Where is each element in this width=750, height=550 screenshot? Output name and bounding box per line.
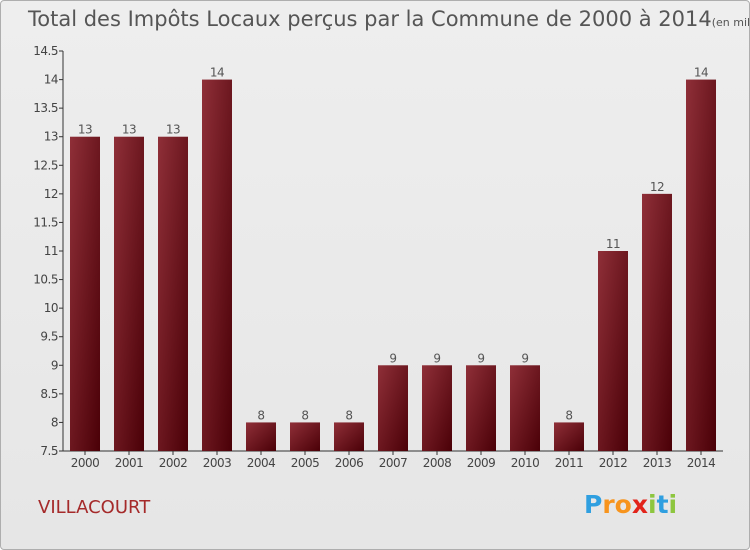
- x-tick-label: 2008: [423, 456, 452, 470]
- data-label: 14: [694, 66, 708, 80]
- logo-letter: i: [668, 490, 678, 519]
- x-tick-label: 2004: [247, 456, 276, 470]
- y-tick-label: 13.5: [33, 101, 58, 115]
- bar: [642, 193, 672, 451]
- y-tick-label: 12.5: [33, 158, 58, 172]
- data-label: 8: [257, 408, 264, 422]
- bar: [202, 79, 232, 452]
- x-tick-label: 2011: [555, 456, 584, 470]
- data-label: 9: [433, 351, 440, 365]
- x-tick-label: 2014: [687, 456, 716, 470]
- logo-letter: P: [584, 490, 603, 519]
- x-tick-label: 2001: [115, 456, 144, 470]
- chart-title: Total des Impôts Locaux perçus par la Co…: [28, 7, 750, 31]
- y-tick-label: 7.5: [40, 444, 58, 458]
- chart-labels: 2000 13 2001 13 2002 13 2003 14 2004 8 2005 8 2006 8 2…: [71, 66, 716, 470]
- chart-title-main: Total des Impôts Locaux perçus par la Co…: [28, 7, 712, 31]
- logo-letter: o: [614, 490, 632, 519]
- data-label: 8: [345, 408, 352, 422]
- chart-bars: [70, 79, 716, 452]
- bar: [70, 136, 100, 451]
- data-label: 8: [301, 408, 308, 422]
- x-tick-label: 2010: [511, 456, 540, 470]
- bar: [598, 251, 628, 451]
- data-label: 11: [606, 237, 620, 251]
- x-tick-label: 2012: [599, 456, 628, 470]
- bar: [466, 365, 496, 451]
- y-tick-label: 11: [44, 244, 58, 258]
- data-label: 9: [477, 351, 484, 365]
- y-tick-label: 11.5: [33, 215, 58, 229]
- y-tick-label: 9.5: [40, 330, 58, 344]
- data-label: 9: [389, 351, 396, 365]
- logo-letter: r: [602, 490, 615, 519]
- chart-axes: 7.5 8 8.5 9 9.5 10 10.5 11 11.5 12 12.5 13 13.5 14 14.…: [33, 44, 723, 458]
- bar: [510, 365, 540, 451]
- commune-name: VILLACOURT: [38, 497, 151, 518]
- x-tick-label: 2003: [203, 456, 232, 470]
- x-tick-label: 2006: [335, 456, 364, 470]
- bar: [246, 422, 276, 451]
- bar: [290, 422, 320, 451]
- x-tick-label: 2000: [71, 456, 100, 470]
- y-tick-label: 12: [44, 187, 58, 201]
- bar: [334, 422, 364, 451]
- bar: [686, 79, 716, 452]
- data-label: 14: [210, 66, 224, 80]
- x-tick-label: 2009: [467, 456, 496, 470]
- x-tick-label: 2013: [643, 456, 672, 470]
- y-tick-label: 14: [44, 73, 58, 87]
- bar: [554, 422, 584, 451]
- bar: [378, 365, 408, 451]
- y-tick-label: 10.5: [33, 273, 58, 287]
- proxiti-logo: Proxiti: [584, 490, 677, 519]
- data-label: 8: [565, 408, 572, 422]
- data-label: 9: [521, 351, 528, 365]
- bar: [158, 136, 188, 451]
- data-label: 13: [166, 123, 180, 137]
- chart-title-unit: (en milliers d'€): [711, 16, 750, 29]
- y-tick-label: 10: [44, 301, 58, 315]
- y-tick-label: 8: [51, 415, 58, 429]
- logo-letter: t: [656, 490, 669, 519]
- bar: [114, 136, 144, 451]
- y-tick-label: 8.5: [40, 387, 58, 401]
- x-tick-label: 2002: [159, 456, 188, 470]
- logo-letter: i: [648, 490, 657, 519]
- data-label: 13: [122, 123, 136, 137]
- x-tick-label: 2007: [379, 456, 408, 470]
- y-tick-label: 13: [44, 130, 58, 144]
- data-label: 13: [78, 123, 92, 137]
- x-tick-label: 2005: [291, 456, 320, 470]
- logo-letter: x: [631, 490, 648, 519]
- bar: [422, 365, 452, 451]
- y-tick-label: 14.5: [33, 44, 58, 58]
- data-label: 12: [650, 180, 664, 194]
- y-tick-label: 9: [51, 358, 58, 372]
